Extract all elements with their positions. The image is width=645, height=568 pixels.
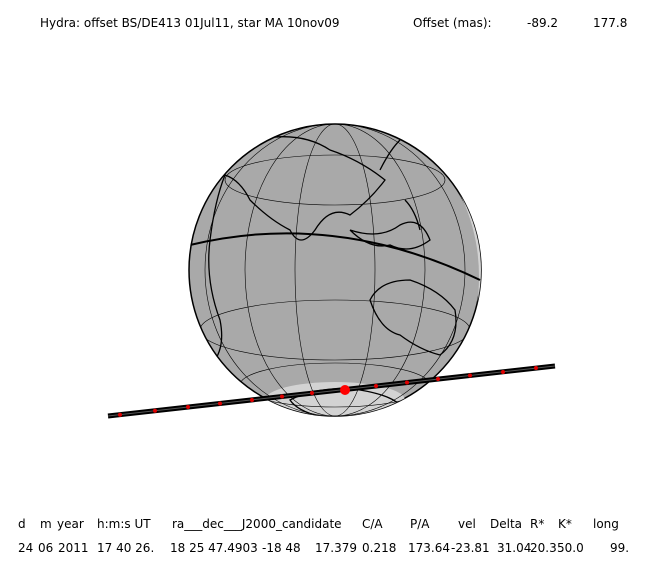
column-header: P/A: [410, 517, 430, 531]
column-header: K*: [558, 517, 572, 531]
column-header: R*: [530, 517, 544, 531]
column-header: ra___dec___J2000_candidate: [172, 517, 342, 531]
star-position: [340, 385, 350, 395]
cell-value: 24: [18, 541, 33, 555]
column-header: h:m:s UT: [97, 517, 151, 531]
column-header: Delta: [490, 517, 522, 531]
column-header: vel: [458, 517, 476, 531]
offset-value: 177.8: [593, 16, 627, 30]
cell-value: 17.379: [315, 541, 357, 555]
cell-value: 50.0: [557, 541, 584, 555]
cell-value: -18 48: [262, 541, 301, 555]
cell-value: 06: [38, 541, 53, 555]
offset-label: Offset (mas):: [413, 16, 492, 30]
column-header: d: [18, 517, 26, 531]
cell-value: 31.04: [497, 541, 531, 555]
cell-value: 18 25 47.4903: [170, 541, 258, 555]
cell-value: -23.81: [451, 541, 490, 555]
column-header: year: [57, 517, 84, 531]
column-header: C/A: [362, 517, 383, 531]
cell-value: 17 40 26.: [97, 541, 154, 555]
column-header: m: [40, 517, 52, 531]
offset-value: -89.2: [527, 16, 558, 30]
cell-value: 0.218: [362, 541, 396, 555]
cell-value: 99.: [610, 541, 629, 555]
event-table: d m year h:m:s UT ra___dec___J2000_candidate…: [18, 517, 629, 555]
occultation-track: [107, 363, 556, 419]
title: Hydra: offset BS/DE413 01Jul11, star MA …: [40, 16, 340, 30]
column-header: long: [593, 517, 619, 531]
cell-value: 20.3: [530, 541, 557, 555]
cell-value: 173.64: [408, 541, 450, 555]
cell-value: 2011: [58, 541, 89, 555]
globe: [188, 123, 482, 417]
